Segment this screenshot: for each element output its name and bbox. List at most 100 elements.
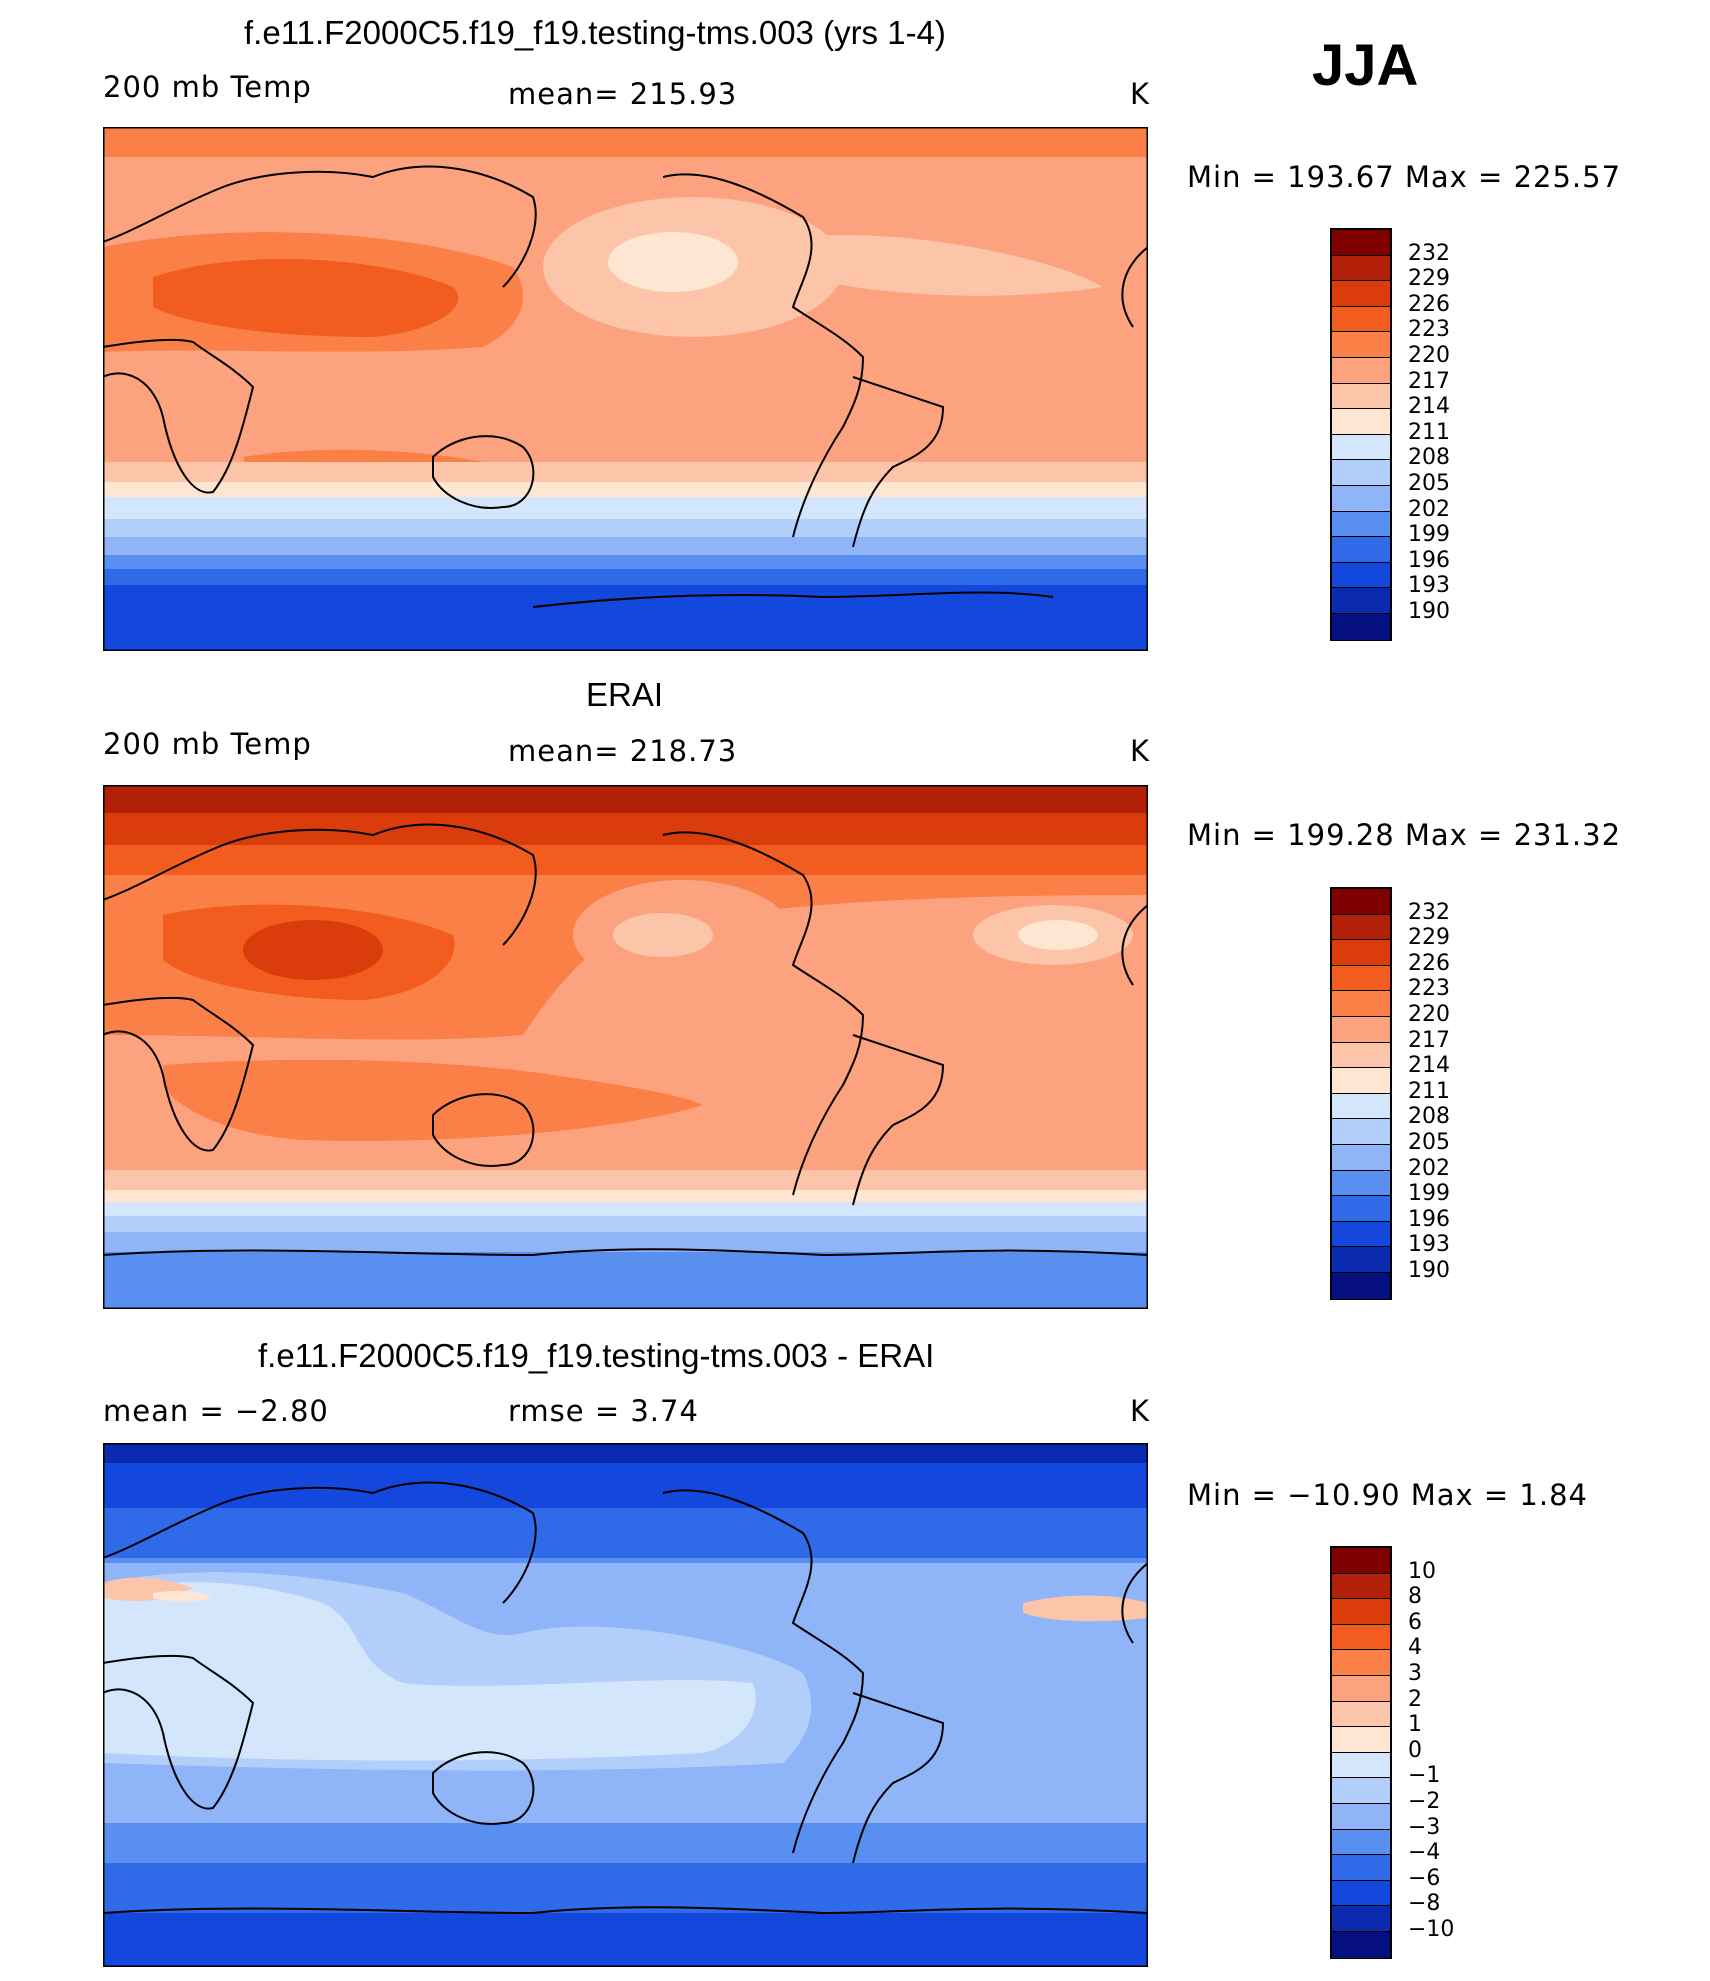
panel3-rmse-label: rmse = 3.74 [508, 1394, 699, 1428]
colorbar-swatch [1332, 1068, 1390, 1094]
colorbar-tick-label: 199 [1408, 1181, 1450, 1207]
colorbar-tick-label: 214 [1408, 394, 1450, 420]
panel3-map [103, 1443, 1148, 1967]
colorbar-swatch [1332, 1548, 1390, 1574]
colorbar-swatch [1332, 332, 1390, 358]
panel2-variable-label: 200 mb Temp [103, 727, 312, 761]
colorbar-swatch [1332, 1599, 1390, 1625]
panel1-map [103, 127, 1148, 651]
colorbar-swatch [1332, 991, 1390, 1017]
colorbar-tick-label: 217 [1408, 1027, 1450, 1053]
colorbar-tick-label: 190 [1408, 1258, 1450, 1283]
panel2-title: ERAI [586, 676, 664, 713]
colorbar-swatch [1332, 383, 1390, 410]
colorbar-tick-label: −2 [1408, 1789, 1441, 1814]
colorbar-tick-label: 202 [1408, 1155, 1450, 1181]
panel1-units-label: K [1130, 77, 1151, 111]
colorbar-tick-label: 220 [1408, 1002, 1450, 1027]
colorbar-tick-label: 3 [1408, 1661, 1422, 1686]
panel3-units-label: K [1130, 1394, 1151, 1428]
colorbar-tick-label: 223 [1408, 317, 1450, 343]
colorbar-tick-label: 232 [1408, 899, 1450, 925]
colorbar-tick-label: 208 [1408, 445, 1450, 471]
colorbar-tick-label: −10 [1408, 1917, 1455, 1942]
colorbar-swatch [1332, 1170, 1390, 1197]
colorbar-tick-label: −4 [1408, 1840, 1441, 1866]
colorbar-swatch [1332, 914, 1390, 941]
panel1-mean-label: mean= 215.93 [508, 77, 738, 111]
season-label: JJA [1312, 33, 1419, 98]
colorbar-swatch [1332, 1675, 1390, 1702]
panel3-minmax: Min = −10.90 Max = 1.84 [1187, 1478, 1588, 1512]
colorbar-swatch [1332, 460, 1390, 486]
colorbar-swatch [1332, 965, 1390, 992]
panel3-title: f.e11.F2000C5.f19_f19.testing-tms.003 - … [258, 1337, 935, 1374]
colorbar-swatch [1332, 409, 1390, 435]
colorbar-tick-label: 4 [1408, 1635, 1422, 1661]
colorbar-tick-label: −1 [1408, 1763, 1441, 1789]
colorbar-swatch [1332, 1829, 1390, 1856]
colorbar-tick-label: 193 [1408, 1232, 1450, 1258]
colorbar-swatch [1332, 1624, 1390, 1651]
colorbar-swatch [1332, 1272, 1390, 1299]
colorbar-swatch [1332, 1650, 1390, 1676]
colorbar-tick-label: 229 [1408, 925, 1450, 951]
colorbar-tick-label: 8 [1408, 1584, 1422, 1610]
colorbar-swatch [1332, 1016, 1390, 1043]
colorbar-tick-label: 193 [1408, 573, 1450, 599]
colorbar-swatch [1332, 1573, 1390, 1600]
colorbar-tick-label: 10 [1408, 1558, 1436, 1584]
colorbar-tick-label: 202 [1408, 496, 1450, 522]
colorbar-swatch [1332, 1906, 1390, 1932]
colorbar-swatch [1332, 485, 1390, 512]
colorbar-swatch [1332, 1855, 1390, 1881]
colorbar-tick-label: 220 [1408, 343, 1450, 368]
colorbar-tick-label: 0 [1408, 1737, 1422, 1763]
colorbar-tick-label: −8 [1408, 1891, 1441, 1917]
colorbar-swatch [1332, 940, 1390, 966]
colorbar-tick-label: 190 [1408, 599, 1450, 624]
colorbar-tick-label: 226 [1408, 291, 1450, 317]
panel2-map [103, 785, 1148, 1309]
colorbar-swatch [1332, 537, 1390, 563]
colorbar-tick-label: 1 [1408, 1712, 1422, 1738]
colorbar-tick-label: 214 [1408, 1053, 1450, 1079]
panel2-mean-label: mean= 218.73 [508, 734, 738, 768]
colorbar-tick-label: 232 [1408, 240, 1450, 266]
colorbar-tick-label: 199 [1408, 522, 1450, 548]
colorbar-swatch [1332, 1119, 1390, 1145]
panel3-mean-label: mean = −2.80 [103, 1394, 329, 1428]
colorbar-tick-label: 205 [1408, 1130, 1450, 1155]
colorbar-swatch [1332, 511, 1390, 538]
colorbar-swatch [1332, 1778, 1390, 1804]
colorbar-swatch [1332, 306, 1390, 333]
colorbar-swatch [1332, 1042, 1390, 1069]
panel1-minmax: Min = 193.67 Max = 225.57 [1187, 160, 1622, 194]
colorbar-tick-label: 196 [1408, 1206, 1450, 1232]
panel1-variable-label: 200 mb Temp [103, 70, 312, 104]
colorbar-swatch [1332, 613, 1390, 640]
colorbar-swatch [1332, 230, 1390, 256]
colorbar-swatch [1332, 1803, 1390, 1830]
panel1-colorbar [1330, 228, 1392, 641]
colorbar-tick-label: 211 [1408, 1078, 1450, 1104]
colorbar-swatch [1332, 1880, 1390, 1907]
colorbar-swatch [1332, 255, 1390, 282]
colorbar-swatch [1332, 1752, 1390, 1779]
colorbar-swatch [1332, 357, 1390, 384]
colorbar-swatch [1332, 1093, 1390, 1120]
colorbar-swatch [1332, 562, 1390, 589]
panel1-title: f.e11.F2000C5.f19_f19.testing-tms.003 (y… [244, 14, 946, 51]
panel2-colorbar [1330, 887, 1392, 1300]
colorbar-swatch [1332, 281, 1390, 307]
panel2-minmax: Min = 199.28 Max = 231.32 [1187, 818, 1622, 852]
panel3-colorbar [1330, 1546, 1392, 1959]
colorbar-swatch [1332, 1196, 1390, 1222]
colorbar-tick-label: 208 [1408, 1104, 1450, 1130]
colorbar-tick-label: 217 [1408, 368, 1450, 394]
colorbar-tick-label: 196 [1408, 547, 1450, 573]
colorbar-swatch [1332, 1247, 1390, 1273]
colorbar-swatch [1332, 1931, 1390, 1958]
panel2-units-label: K [1130, 734, 1151, 768]
colorbar-tick-label: 226 [1408, 950, 1450, 976]
